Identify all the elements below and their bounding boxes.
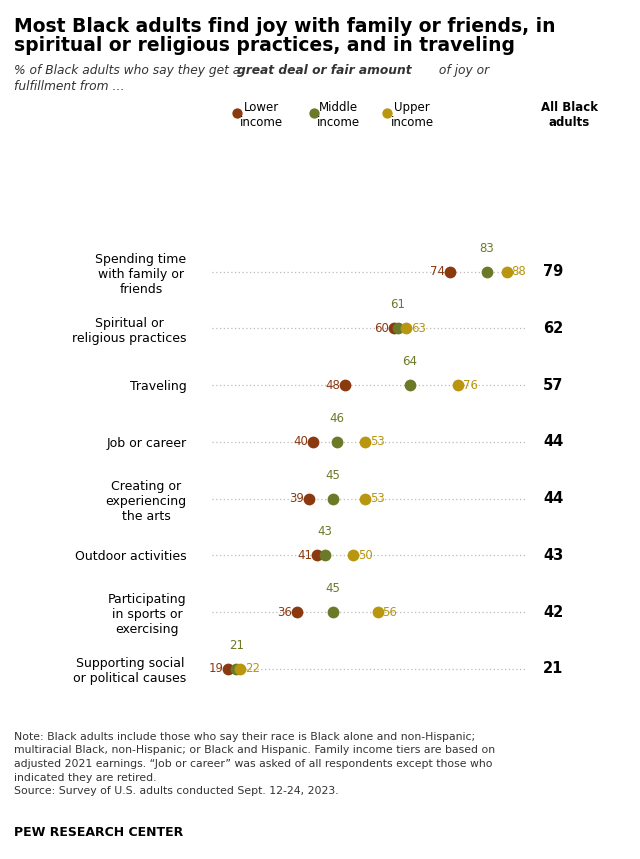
Text: Lower
income: Lower income bbox=[240, 101, 283, 130]
Point bbox=[328, 492, 339, 506]
Text: 41: 41 bbox=[297, 549, 312, 562]
Point bbox=[404, 378, 415, 392]
Text: 21: 21 bbox=[543, 661, 563, 676]
Text: Most Black adults find joy with family or friends, in: Most Black adults find joy with family o… bbox=[14, 17, 556, 36]
Text: 83: 83 bbox=[479, 241, 494, 254]
Point bbox=[292, 606, 302, 619]
Text: 76: 76 bbox=[463, 379, 478, 392]
Text: 22: 22 bbox=[245, 662, 260, 675]
Text: 45: 45 bbox=[326, 582, 340, 595]
Text: great deal or fair amount: great deal or fair amount bbox=[237, 64, 412, 76]
Point bbox=[328, 606, 339, 619]
Text: 61: 61 bbox=[390, 298, 405, 312]
Text: 88: 88 bbox=[511, 265, 526, 278]
Text: % of Black adults who say they get a: % of Black adults who say they get a bbox=[14, 64, 244, 76]
Text: 64: 64 bbox=[403, 355, 417, 369]
Point bbox=[481, 265, 492, 278]
Point bbox=[372, 606, 383, 619]
Point bbox=[360, 492, 371, 506]
Text: 48: 48 bbox=[326, 379, 340, 392]
Text: Note: Black adults include those who say their race is Black alone and non-Hispa: Note: Black adults include those who say… bbox=[14, 732, 495, 796]
Point bbox=[340, 378, 351, 392]
Text: 40: 40 bbox=[293, 436, 308, 448]
Point bbox=[231, 662, 241, 676]
Point bbox=[312, 549, 322, 563]
Text: 36: 36 bbox=[277, 606, 292, 618]
Point bbox=[502, 265, 512, 278]
Text: 42: 42 bbox=[543, 605, 563, 619]
Text: All Black
adults: All Black adults bbox=[541, 101, 598, 130]
Text: 45: 45 bbox=[326, 469, 340, 482]
Point bbox=[304, 492, 314, 506]
Text: 44: 44 bbox=[543, 491, 563, 506]
Text: 43: 43 bbox=[543, 548, 563, 563]
Point bbox=[308, 435, 318, 448]
Text: 56: 56 bbox=[383, 606, 397, 618]
Text: Middle
income: Middle income bbox=[317, 101, 360, 130]
Point bbox=[388, 321, 399, 335]
Point bbox=[236, 662, 246, 676]
Point bbox=[453, 378, 463, 392]
Text: 74: 74 bbox=[430, 265, 445, 278]
Text: 62: 62 bbox=[543, 321, 563, 336]
Text: fulfillment from …: fulfillment from … bbox=[14, 80, 125, 93]
Text: 53: 53 bbox=[371, 436, 385, 448]
Point bbox=[401, 321, 411, 335]
Point bbox=[445, 265, 455, 278]
Text: 46: 46 bbox=[330, 412, 345, 425]
Text: 39: 39 bbox=[289, 492, 304, 505]
Text: spiritual or religious practices, and in traveling: spiritual or religious practices, and in… bbox=[14, 36, 515, 55]
Point bbox=[332, 435, 342, 448]
Text: 43: 43 bbox=[317, 526, 333, 539]
Text: 60: 60 bbox=[374, 322, 389, 335]
Point bbox=[232, 107, 242, 120]
Text: 44: 44 bbox=[543, 435, 563, 449]
Text: 21: 21 bbox=[229, 639, 244, 652]
Text: Upper
income: Upper income bbox=[390, 101, 433, 130]
Text: 53: 53 bbox=[371, 492, 385, 505]
Text: 50: 50 bbox=[358, 549, 373, 562]
Text: 79: 79 bbox=[543, 265, 563, 279]
Text: 19: 19 bbox=[209, 662, 223, 675]
Point bbox=[348, 549, 358, 563]
Point bbox=[308, 107, 319, 120]
Text: 63: 63 bbox=[411, 322, 426, 335]
Text: PEW RESEARCH CENTER: PEW RESEARCH CENTER bbox=[14, 826, 183, 839]
Point bbox=[382, 107, 392, 120]
Text: 57: 57 bbox=[543, 378, 563, 393]
Point bbox=[393, 321, 403, 335]
Point bbox=[223, 662, 234, 676]
Point bbox=[320, 549, 330, 563]
Point bbox=[360, 435, 371, 448]
Text: of joy or: of joy or bbox=[435, 64, 489, 76]
